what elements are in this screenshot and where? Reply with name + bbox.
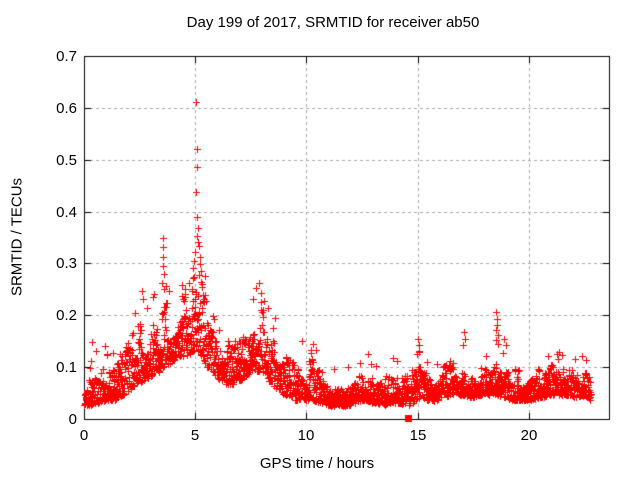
- y-tick-label: 0.7: [56, 48, 77, 65]
- y-tick-label: 0.5: [56, 152, 77, 169]
- x-axis-label: GPS time / hours: [259, 455, 375, 472]
- y-axis-label: SRMTID / TECUs: [8, 177, 26, 297]
- y-tick-label: 0.6: [56, 100, 77, 117]
- y-tick-label: 0.3: [56, 255, 77, 272]
- chart-title: Day 199 of 2017, SRMTID for receiver ab5…: [186, 14, 480, 31]
- y-tick-label: 0.4: [56, 204, 77, 221]
- y-tick-label: 0.2: [56, 307, 77, 324]
- x-tick-label: 0: [79, 427, 89, 444]
- y-tick-label: 0.1: [56, 359, 77, 376]
- x-tick-label: 10: [297, 427, 315, 444]
- x-tick-label: 20: [520, 427, 538, 444]
- y-tick-label: 0: [68, 411, 77, 428]
- x-tick-label: 15: [409, 427, 427, 444]
- x-tick-label: 5: [190, 427, 200, 444]
